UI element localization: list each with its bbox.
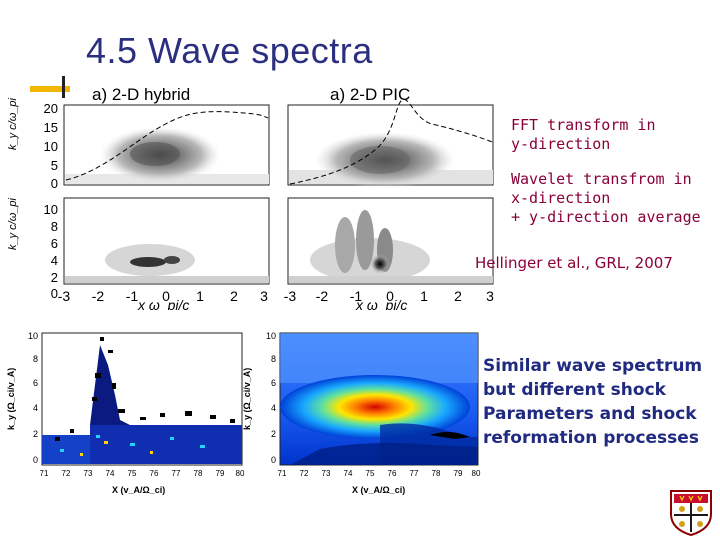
- bottom-left-x-tick: 79: [216, 469, 225, 478]
- bottom-left-y-tick: 0: [33, 455, 38, 465]
- x-tick-right: -3: [284, 288, 297, 304]
- bottom-right-x-tick: 71: [278, 469, 287, 478]
- hybrid-lower-contours: [65, 244, 269, 283]
- lower-y-tick: 6: [51, 236, 58, 251]
- upper-y-tick: 20: [44, 101, 58, 116]
- upper-y-tick: 0: [51, 176, 58, 191]
- x-tick-left: -1: [126, 288, 139, 304]
- pic-upper-contours: [289, 98, 493, 188]
- bottom-left-x-tick: 80: [236, 469, 245, 478]
- bottom-left-x-tick: 72: [62, 469, 71, 478]
- upper-y-tick: 15: [44, 120, 58, 135]
- bottom-right-y-tick: 2: [271, 429, 276, 439]
- x-tick-left: 1: [196, 288, 204, 304]
- similar-note-line: reformation processes: [483, 428, 699, 448]
- panel-left-title: a) 2-D hybrid: [92, 85, 190, 104]
- x-tick-left: 3: [260, 288, 268, 304]
- university-crest-logo: [670, 490, 712, 536]
- bottom-left-y-tick: 4: [33, 403, 38, 413]
- upper-y-tick: 5: [51, 158, 58, 173]
- title-accent-tick: [62, 76, 65, 98]
- bottom-right-y-tick: 6: [271, 378, 276, 388]
- slide-title: 4.5 Wave spectra: [86, 30, 373, 71]
- bottom-left-x-tick: 76: [150, 469, 159, 478]
- bottom-left-x-tick: 78: [194, 469, 203, 478]
- x-tick-right: 3: [486, 288, 494, 304]
- x-tick-right: 2: [454, 288, 462, 304]
- upper-y-tick: 10: [44, 139, 58, 154]
- bottom-left-y-tick: 10: [28, 331, 38, 341]
- bottom-right-x-label: X (v_A/Ω_ci): [352, 485, 405, 495]
- bottom-left-x-tick: 71: [40, 469, 49, 478]
- x-tick-left: -3: [58, 288, 71, 304]
- bottom-right-x-tick: 77: [410, 469, 419, 478]
- bottom-right-y-tick: 8: [271, 354, 276, 364]
- upper-y-label: k_y c/ω_pi: [7, 97, 19, 150]
- bottom-left-x-label: X (v_A/Ω_ci): [112, 485, 165, 495]
- hybrid-upper-contours: [65, 111, 269, 184]
- similar-spectrum-note: Similar wave spectrum but different shoc…: [483, 354, 702, 450]
- x-axis-label-left: x ω_pi/c: [137, 297, 189, 310]
- lower-y-tick: 4: [51, 253, 58, 268]
- bottom-right-x-tick: 79: [454, 469, 463, 478]
- pic-lower-contours: [289, 210, 493, 283]
- bottom-left-x-tick: 74: [106, 469, 115, 478]
- bottom-right-x-tick: 76: [388, 469, 397, 478]
- bottom-right-spectrum: [279, 332, 479, 466]
- bottom-spectra-figure: k_y (Ω_ci/v_A) k_y (Ω_ci/v_A) 10 8 6 4 2…: [6, 331, 481, 495]
- x-tick-right: 1: [420, 288, 428, 304]
- bottom-left-y-tick: 2: [33, 429, 38, 439]
- wavelet-note: Wavelet transfrom in x-direction + y-dir…: [511, 170, 701, 227]
- bottom-left-x-tick: 75: [128, 469, 137, 478]
- x-tick-right: 0: [386, 288, 394, 304]
- lower-y-tick: 2: [51, 270, 58, 285]
- hybrid-lower-panel: [63, 197, 270, 285]
- title-accent-bar: [30, 86, 70, 92]
- x-tick-left: -2: [92, 288, 105, 304]
- lower-y-tick: 8: [51, 219, 58, 234]
- bottom-left-y-tick: 8: [33, 354, 38, 364]
- reference-note: Hellinger et al., GRL, 2007: [475, 254, 673, 272]
- wavelet-note-line: Wavelet transfrom in: [511, 170, 692, 188]
- x-tick-right: -2: [316, 288, 329, 304]
- similar-note-line: Parameters and shock: [483, 404, 697, 424]
- x-tick-right: -1: [350, 288, 363, 304]
- wavelet-note-line: x-direction: [511, 189, 611, 207]
- bottom-left-y-label: k_y (Ω_ci/v_A): [6, 368, 16, 430]
- bottom-right-x-tick: 73: [322, 469, 331, 478]
- bottom-right-y-tick: 10: [266, 331, 276, 341]
- similar-note-line: but different shock: [483, 380, 666, 400]
- wavelet-note-line: + y-direction average: [511, 208, 701, 226]
- bottom-right-x-tick: 80: [472, 469, 481, 478]
- bottom-right-y-tick: 4: [271, 403, 276, 413]
- bottom-left-x-tick: 77: [172, 469, 181, 478]
- x-axis-label-right: x ω_pi/c: [355, 297, 407, 310]
- bottom-right-x-tick: 72: [300, 469, 309, 478]
- x-tick-left: 0: [162, 288, 170, 304]
- fft-note-line: FFT transform in: [511, 116, 656, 134]
- bottom-right-x-tick: 75: [366, 469, 375, 478]
- lower-y-tick: 0: [51, 286, 58, 301]
- bottom-right-x-tick: 74: [344, 469, 353, 478]
- hybrid-upper-panel: [63, 104, 270, 186]
- lower-y-tick: 10: [44, 202, 58, 217]
- bottom-left-x-tick: 73: [84, 469, 93, 478]
- panel-right-title: a) 2-D PIC: [330, 85, 410, 104]
- pic-lower-panel: [287, 197, 494, 285]
- bottom-left-spectrum: [41, 332, 243, 466]
- fft-note-line: y-direction: [511, 135, 611, 153]
- bottom-right-x-tick: 78: [432, 469, 441, 478]
- similar-note-line: Similar wave spectrum: [483, 356, 703, 376]
- lower-y-label: k_y c/ω_pi: [7, 197, 19, 250]
- bottom-left-y-tick: 6: [33, 378, 38, 388]
- bottom-right-y-tick: 0: [271, 455, 276, 465]
- top-spectra-figure: a) 2-D hybrid a) 2-D PIC k_y c/ω_pi k_y …: [7, 85, 494, 310]
- bottom-right-y-label: k_y (Ω_ci/v_A): [242, 368, 252, 430]
- fft-note: FFT transform in y-direction: [511, 116, 656, 154]
- x-tick-left: 2: [230, 288, 238, 304]
